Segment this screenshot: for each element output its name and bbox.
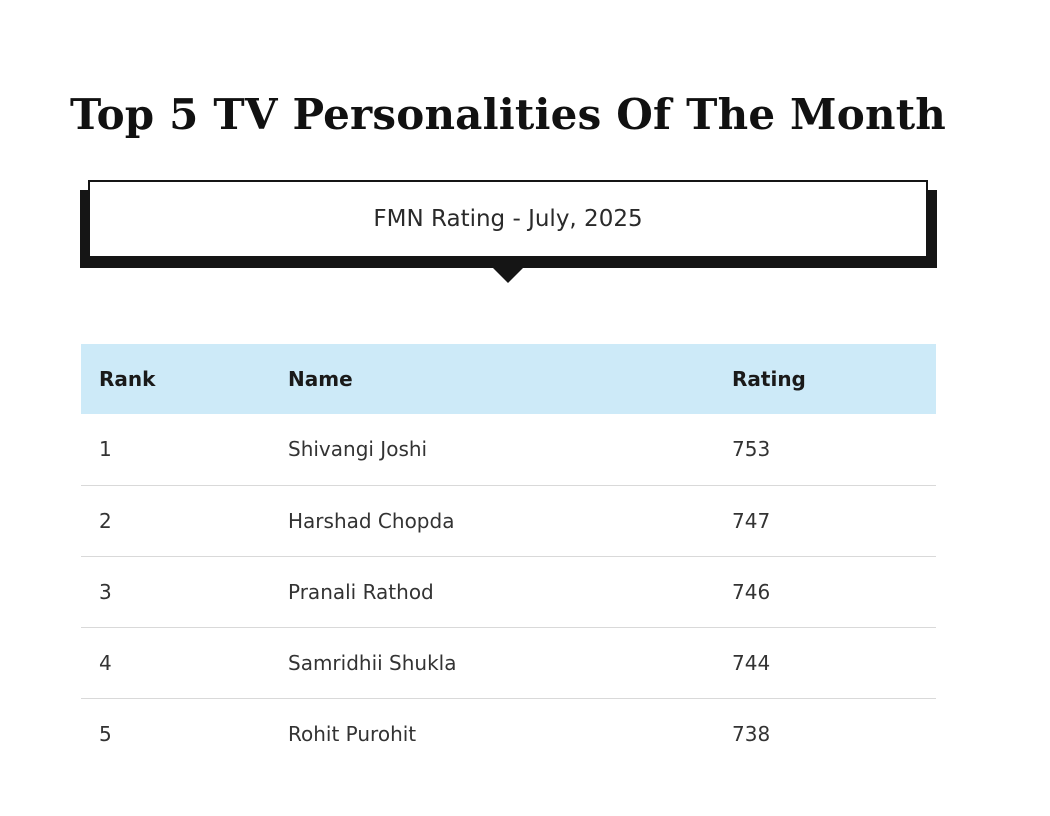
rating-cell: 746: [732, 579, 771, 604]
name-cell: Rohit Purohit: [288, 721, 417, 746]
header-name: Name: [288, 367, 353, 391]
rating-cell: 744: [732, 650, 771, 675]
table-header-row: Rank Name Rating: [81, 344, 936, 414]
rank-cell: 1: [99, 437, 112, 462]
ratings-table: Rank Name Rating 1 Shivangi Joshi 753 2 …: [81, 344, 936, 769]
table-row: 5 Rohit Purohit 738: [81, 698, 936, 769]
rating-cell: 753: [732, 437, 771, 462]
name-cell: Harshad Chopda: [288, 508, 455, 533]
table-row: 1 Shivangi Joshi 753: [81, 414, 936, 485]
table-row: 2 Harshad Chopda 747: [81, 485, 936, 556]
name-cell: Pranali Rathod: [288, 579, 434, 604]
rating-cell: 738: [732, 721, 771, 746]
subtitle-text: FMN Rating - July, 2025: [373, 206, 643, 232]
rank-cell: 3: [99, 579, 112, 604]
subtitle-box: FMN Rating - July, 2025: [88, 180, 928, 258]
name-cell: Samridhii Shukla: [288, 650, 457, 675]
subtitle-pointer: [492, 267, 524, 283]
table-row: 3 Pranali Rathod 746: [81, 556, 936, 627]
rating-cell: 747: [732, 508, 771, 533]
page-title: Top 5 TV Personalities Of The Month: [69, 90, 947, 139]
header-rank: Rank: [99, 367, 156, 391]
rank-cell: 4: [99, 650, 112, 675]
name-cell: Shivangi Joshi: [288, 437, 428, 462]
rank-cell: 2: [99, 508, 112, 533]
header-rating: Rating: [732, 367, 806, 391]
rank-cell: 5: [99, 721, 112, 746]
table-row: 4 Samridhii Shukla 744: [81, 627, 936, 698]
